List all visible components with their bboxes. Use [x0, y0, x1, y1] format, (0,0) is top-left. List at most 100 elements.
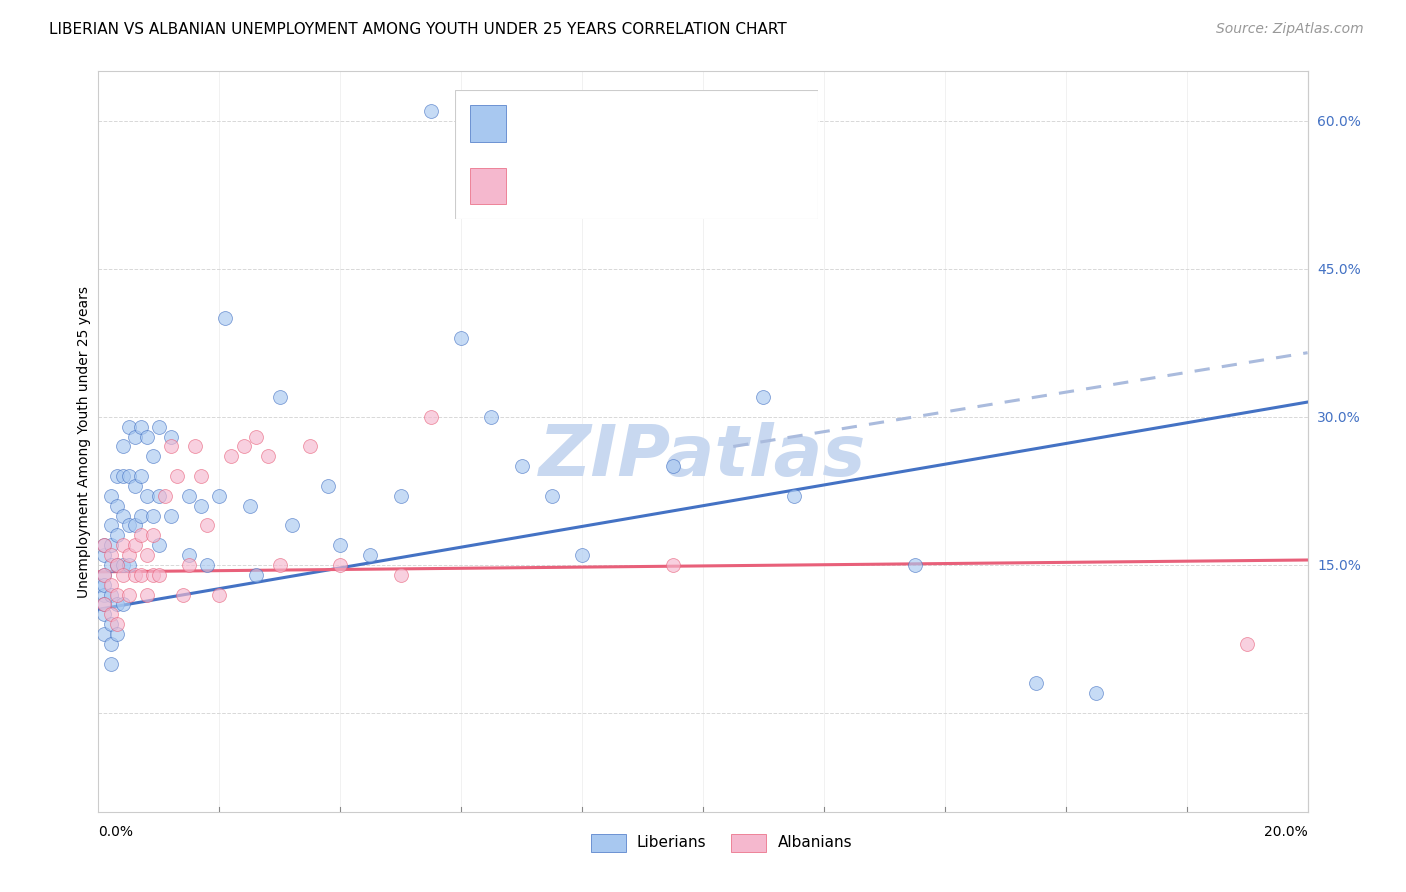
Point	[129, 419, 152, 434]
Point	[172, 588, 194, 602]
Point	[752, 390, 775, 404]
Point	[269, 558, 291, 572]
Point	[105, 469, 128, 483]
Point	[100, 538, 122, 552]
Point	[93, 588, 115, 602]
Point	[208, 588, 231, 602]
Point	[420, 409, 443, 424]
Point	[105, 598, 128, 612]
Point	[221, 450, 243, 464]
Point	[129, 528, 152, 542]
Point	[1236, 637, 1258, 651]
Point	[124, 429, 146, 443]
Point	[450, 331, 472, 345]
Point	[100, 637, 122, 651]
Point	[160, 440, 183, 454]
Point	[214, 311, 236, 326]
Point	[389, 489, 412, 503]
Point	[111, 598, 134, 612]
Point	[105, 558, 128, 572]
Point	[1085, 686, 1108, 700]
Point	[316, 479, 339, 493]
Point	[100, 558, 122, 572]
Point	[783, 489, 806, 503]
Point	[100, 548, 122, 562]
Point	[93, 538, 115, 552]
Point	[87, 577, 110, 591]
Point	[93, 538, 115, 552]
Point	[135, 429, 157, 443]
Point	[269, 390, 291, 404]
Text: Liberians: Liberians	[637, 836, 707, 850]
Point	[124, 538, 146, 552]
Point	[160, 508, 183, 523]
Point	[190, 499, 212, 513]
Point	[904, 558, 927, 572]
Point	[111, 440, 134, 454]
Point	[389, 567, 412, 582]
Point	[100, 607, 122, 622]
Point	[93, 598, 115, 612]
Point	[148, 538, 170, 552]
Point	[100, 588, 122, 602]
Point	[142, 508, 165, 523]
Text: 0.0%: 0.0%	[98, 825, 134, 839]
Point	[208, 489, 231, 503]
Point	[135, 548, 157, 562]
Text: Albanians: Albanians	[778, 836, 852, 850]
Point	[93, 627, 115, 641]
Point	[239, 499, 262, 513]
Point	[105, 617, 128, 632]
Point	[179, 558, 201, 572]
Point	[111, 508, 134, 523]
Point	[166, 469, 188, 483]
Y-axis label: Unemployment Among Youth under 25 years: Unemployment Among Youth under 25 years	[77, 285, 91, 598]
Point	[93, 577, 115, 591]
Point	[111, 558, 134, 572]
Point	[100, 617, 122, 632]
Point	[105, 499, 128, 513]
Point	[148, 489, 170, 503]
Point	[124, 518, 146, 533]
Point	[124, 567, 146, 582]
Point	[195, 518, 218, 533]
Point	[329, 538, 352, 552]
Point	[100, 577, 122, 591]
Point	[195, 558, 218, 572]
Point	[540, 489, 562, 503]
Point	[93, 598, 115, 612]
Point	[105, 558, 128, 572]
Point	[232, 440, 254, 454]
Point	[142, 567, 165, 582]
Point	[129, 567, 152, 582]
Point	[124, 479, 146, 493]
Point	[111, 567, 134, 582]
Text: LIBERIAN VS ALBANIAN UNEMPLOYMENT AMONG YOUTH UNDER 25 YEARS CORRELATION CHART: LIBERIAN VS ALBANIAN UNEMPLOYMENT AMONG …	[49, 22, 787, 37]
Point	[93, 567, 115, 582]
Point	[93, 548, 115, 562]
Point	[148, 567, 170, 582]
Point	[661, 558, 683, 572]
Point	[571, 548, 593, 562]
Point	[360, 548, 382, 562]
Point	[148, 419, 170, 434]
Point	[118, 548, 141, 562]
Point	[105, 627, 128, 641]
Point	[245, 429, 267, 443]
Point	[510, 459, 533, 474]
Point	[105, 588, 128, 602]
Point	[100, 657, 122, 671]
Point	[100, 518, 122, 533]
Point	[111, 469, 134, 483]
Point	[142, 528, 165, 542]
Point	[329, 558, 352, 572]
Point	[93, 567, 115, 582]
Point	[153, 489, 176, 503]
Point	[118, 518, 141, 533]
Point	[135, 588, 157, 602]
Point	[118, 588, 141, 602]
Point	[1024, 676, 1046, 690]
Bar	[731, 834, 766, 852]
Point	[256, 450, 278, 464]
Point	[111, 538, 134, 552]
